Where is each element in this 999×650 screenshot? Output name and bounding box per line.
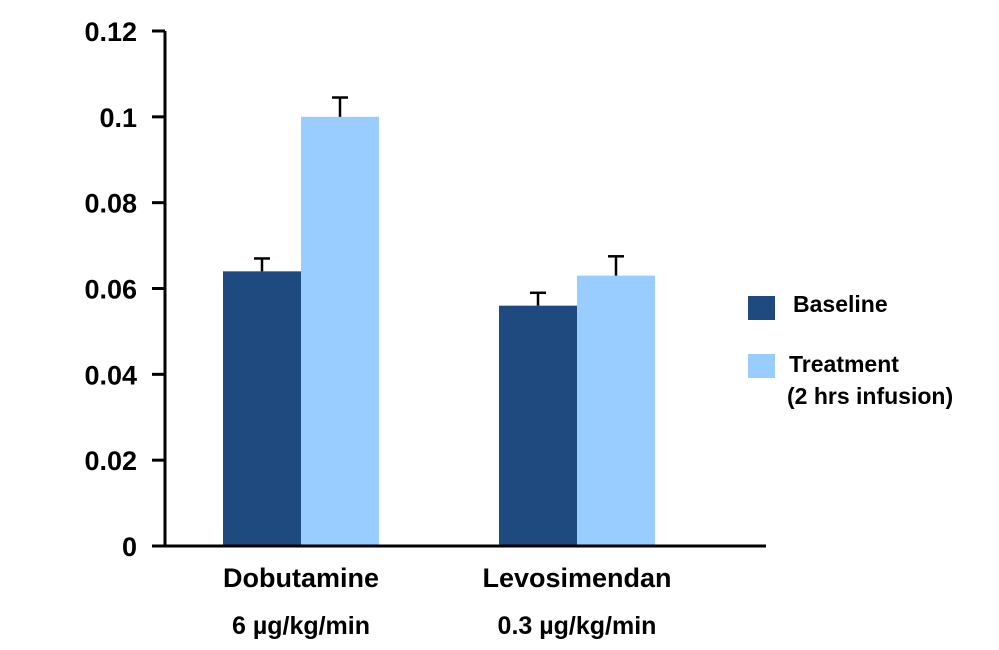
legend-swatch-baseline xyxy=(748,296,775,320)
x-category-label: Levosimendan xyxy=(482,563,671,593)
y-tick-label: 0.08 xyxy=(84,189,137,219)
legend: Baseline Treatment (2 hrs infusion) xyxy=(748,291,953,409)
x-category-sublabel: 0.3 µg/kg/min xyxy=(498,612,657,640)
y-tick-label: 0.1 xyxy=(99,103,137,133)
legend-label-baseline: Baseline xyxy=(793,291,888,317)
x-category-sublabel: 6 µg/kg/min xyxy=(232,612,370,640)
x-labels-group: Dobutamine 6 µg/kg/min Levosimendan 0.3 µg/… xyxy=(223,563,672,640)
bar-treatment-0 xyxy=(301,116,379,546)
y-ticks-group: 0 0.02 0.04 0.06 0.08 0.1 0.12 xyxy=(84,17,165,562)
y-tick-label: 0.02 xyxy=(84,446,137,476)
bars-group xyxy=(223,116,655,546)
bar-baseline-0 xyxy=(223,271,301,546)
y-tick-label: 0.04 xyxy=(84,360,137,390)
error-bars-group xyxy=(254,96,624,306)
bar-baseline-1 xyxy=(499,305,577,546)
x-category-label: Dobutamine xyxy=(223,563,379,593)
y-tick-label: 0 xyxy=(122,532,137,562)
y-tick-label: 0.06 xyxy=(84,275,137,305)
legend-label-treatment: Treatment xyxy=(789,351,899,377)
legend-label-treatment-line2: (2 hrs infusion) xyxy=(787,383,953,409)
legend-swatch-treatment xyxy=(748,354,775,378)
bar-treatment-1 xyxy=(577,275,655,546)
y-tick-label: 0.12 xyxy=(84,17,137,47)
